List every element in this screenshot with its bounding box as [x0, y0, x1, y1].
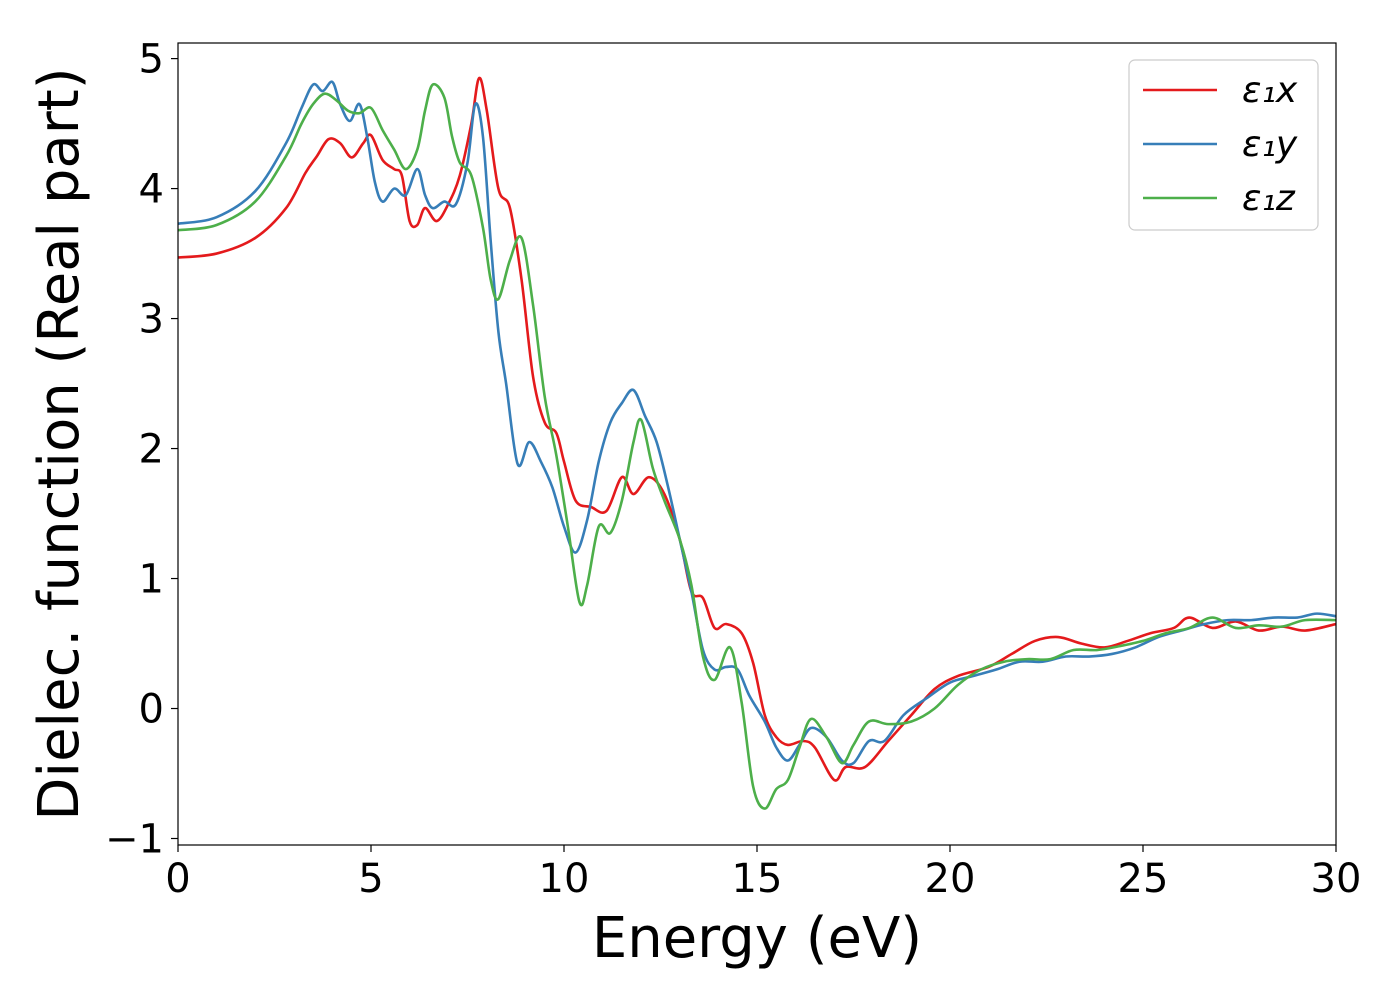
x-tick-label: 5	[358, 856, 383, 902]
series-line-1	[178, 80, 1336, 767]
y-tick-label: 1	[139, 557, 164, 603]
x-axis-label: Energy (eV)	[592, 906, 922, 971]
legend-label: ε₁x	[1242, 70, 1298, 111]
series-line-0	[178, 76, 1336, 782]
series-line-2	[178, 82, 1336, 810]
x-axis-ticks: 0 5 10 15 20 25 30	[165, 845, 1361, 902]
y-axis-label: Dielec. function (Real part)	[27, 67, 92, 820]
legend: ε₁x ε₁y ε₁z	[1128, 59, 1319, 231]
x-tick-label: 25	[1118, 856, 1169, 902]
y-axis-ticks: −1 0 1 2 3 4 5	[105, 37, 178, 863]
x-tick-label: 0	[165, 856, 190, 902]
y-tick-label: −1	[105, 817, 164, 863]
legend-label: ε₁y	[1242, 124, 1298, 165]
series-layer	[178, 76, 1336, 810]
y-tick-label: 4	[139, 167, 164, 213]
y-tick-label: 3	[139, 297, 164, 343]
x-tick-label: 10	[539, 856, 590, 902]
y-tick-label: 0	[139, 687, 164, 733]
legend-label: ε₁z	[1242, 178, 1296, 219]
legend-box	[1128, 59, 1319, 231]
y-tick-label: 5	[139, 37, 164, 83]
y-tick-label: 2	[139, 427, 164, 473]
x-tick-label: 20	[925, 856, 976, 902]
x-tick-label: 15	[732, 856, 783, 902]
x-tick-label: 30	[1311, 856, 1362, 902]
